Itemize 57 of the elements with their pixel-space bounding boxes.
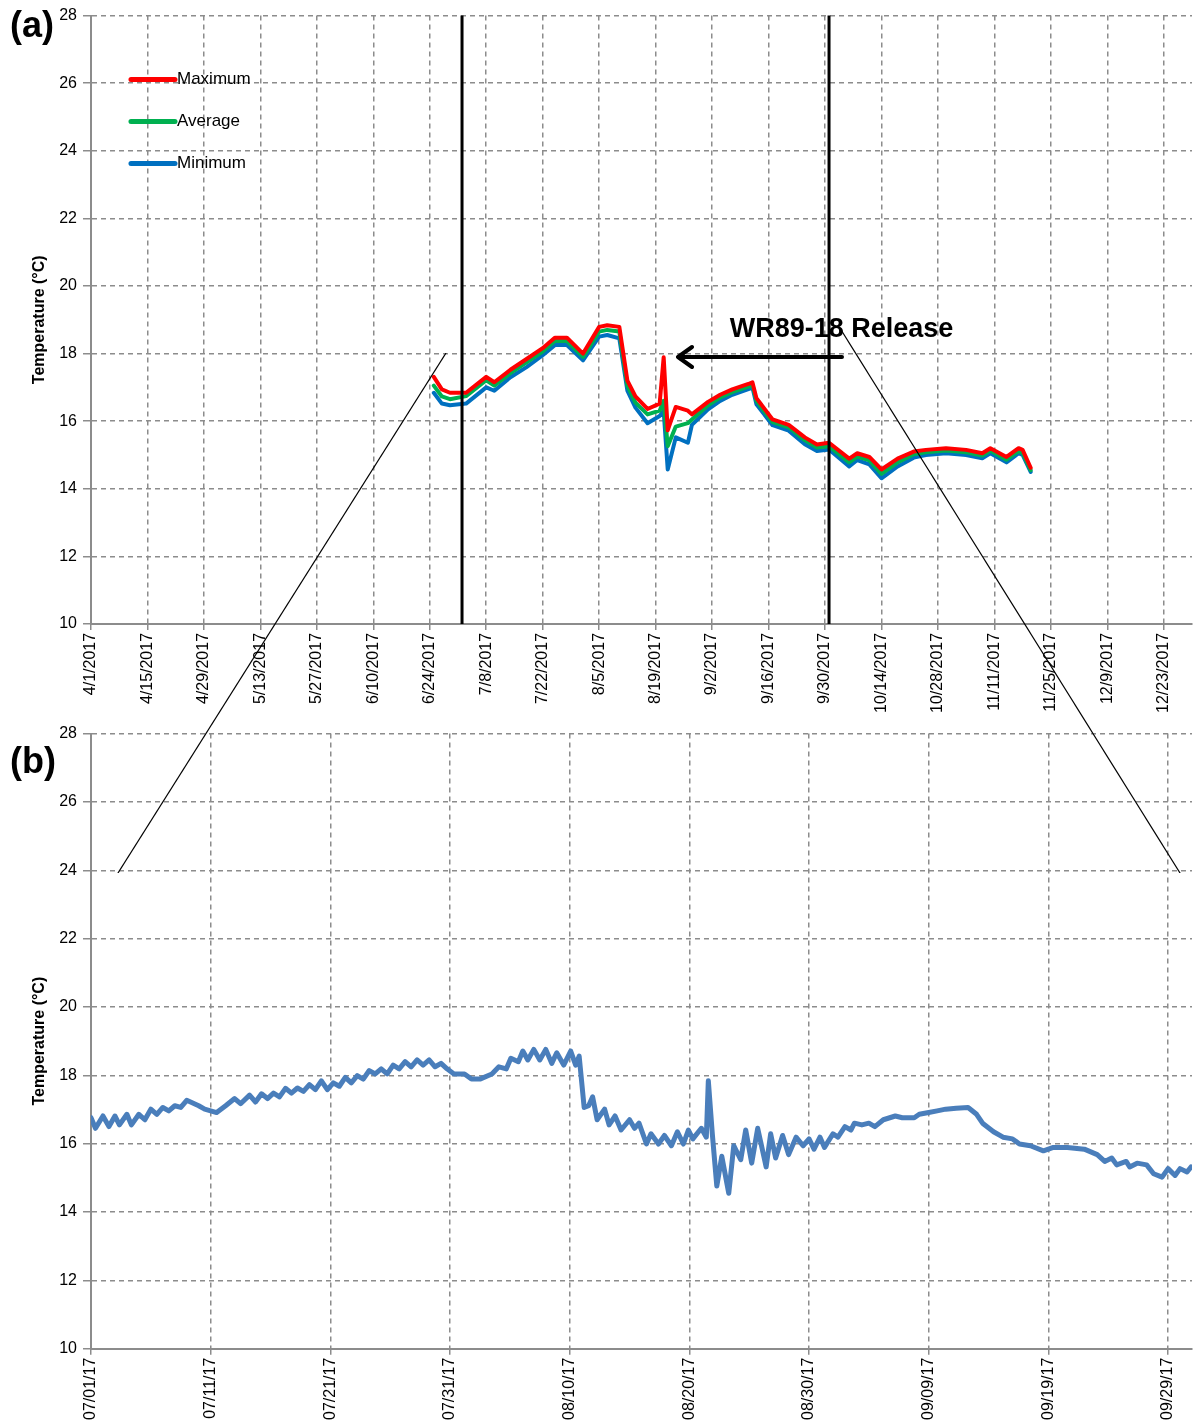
x-tick-label: 4/15/2017	[137, 632, 155, 705]
y-tick-label: 28	[59, 724, 78, 742]
legend-label: Average	[177, 111, 241, 131]
y-tick-label: 26	[59, 792, 78, 810]
y-tick-label: 28	[59, 6, 78, 24]
y-axis-title: Temperature (°C)	[30, 255, 48, 385]
text: (a)	[10, 4, 54, 46]
legend-label: Maximum	[177, 69, 251, 89]
x-tick-label: 9/30/2017	[815, 632, 833, 705]
x-tick-label: 07/01/17	[81, 1357, 99, 1420]
x-tick-label: 09/19/17	[1038, 1357, 1056, 1420]
x-tick-label: 4/1/2017	[81, 632, 99, 696]
y-tick-label: 10	[59, 614, 78, 632]
y-tick-label: 24	[59, 141, 78, 159]
x-tick-label: 11/11/2017	[984, 632, 1002, 711]
x-tick-label: 08/10/17	[560, 1357, 578, 1420]
x-tick-label: 07/11/17	[201, 1357, 219, 1419]
x-tick-label: 12/9/2017	[1097, 632, 1115, 705]
x-tick-label: 5/27/2017	[307, 632, 325, 705]
y-tick-label: 26	[59, 73, 78, 91]
y-tick-label: 12	[59, 546, 78, 564]
x-tick-label: 7/8/2017	[476, 632, 494, 696]
x-tick-label: 10/14/2017	[871, 632, 889, 713]
x-tick-label: 09/29/17	[1158, 1357, 1176, 1420]
y-tick-label: 14	[59, 479, 78, 497]
y-tick-label: 22	[59, 929, 78, 947]
x-tick-label: 12/23/2017	[1154, 632, 1172, 713]
x-tick-label: 07/31/17	[440, 1357, 458, 1420]
x-tick-label: 08/30/17	[799, 1357, 817, 1420]
x-tick-label: 6/24/2017	[420, 632, 438, 705]
x-tick-label: 11/25/2017	[1041, 632, 1059, 712]
y-tick-label: 18	[59, 343, 78, 361]
x-tick-label: 5/13/2017	[250, 632, 268, 705]
x-tick-label: 09/09/17	[919, 1357, 937, 1420]
text: (b)	[10, 740, 56, 782]
y-tick-label: 16	[59, 411, 78, 429]
x-tick-label: 9/16/2017	[758, 632, 776, 705]
y-tick-label: 24	[59, 860, 78, 878]
x-tick-label: 10/28/2017	[928, 632, 946, 713]
x-tick-label: 07/21/17	[320, 1357, 338, 1420]
y-tick-label: 18	[59, 1065, 78, 1083]
legend-label: Minimum	[177, 153, 246, 173]
y-tick-label: 10	[59, 1339, 78, 1357]
x-tick-label: 4/29/2017	[194, 632, 212, 705]
y-tick-label: 22	[59, 208, 78, 226]
x-tick-label: 7/22/2017	[533, 632, 551, 705]
x-tick-label: 9/2/2017	[702, 632, 720, 696]
y-tick-label: 12	[59, 1270, 78, 1288]
y-tick-label: 16	[59, 1134, 78, 1152]
y-tick-label: 20	[59, 997, 78, 1015]
y-axis-title: Temperature (°C)	[30, 976, 48, 1106]
x-tick-label: 08/20/17	[679, 1357, 697, 1420]
y-tick-label: 14	[59, 1202, 78, 1220]
y-tick-label: 20	[59, 276, 78, 294]
x-tick-label: 8/19/2017	[646, 632, 664, 705]
x-tick-label: 6/10/2017	[363, 632, 381, 705]
x-tick-label: 8/5/2017	[589, 632, 607, 696]
